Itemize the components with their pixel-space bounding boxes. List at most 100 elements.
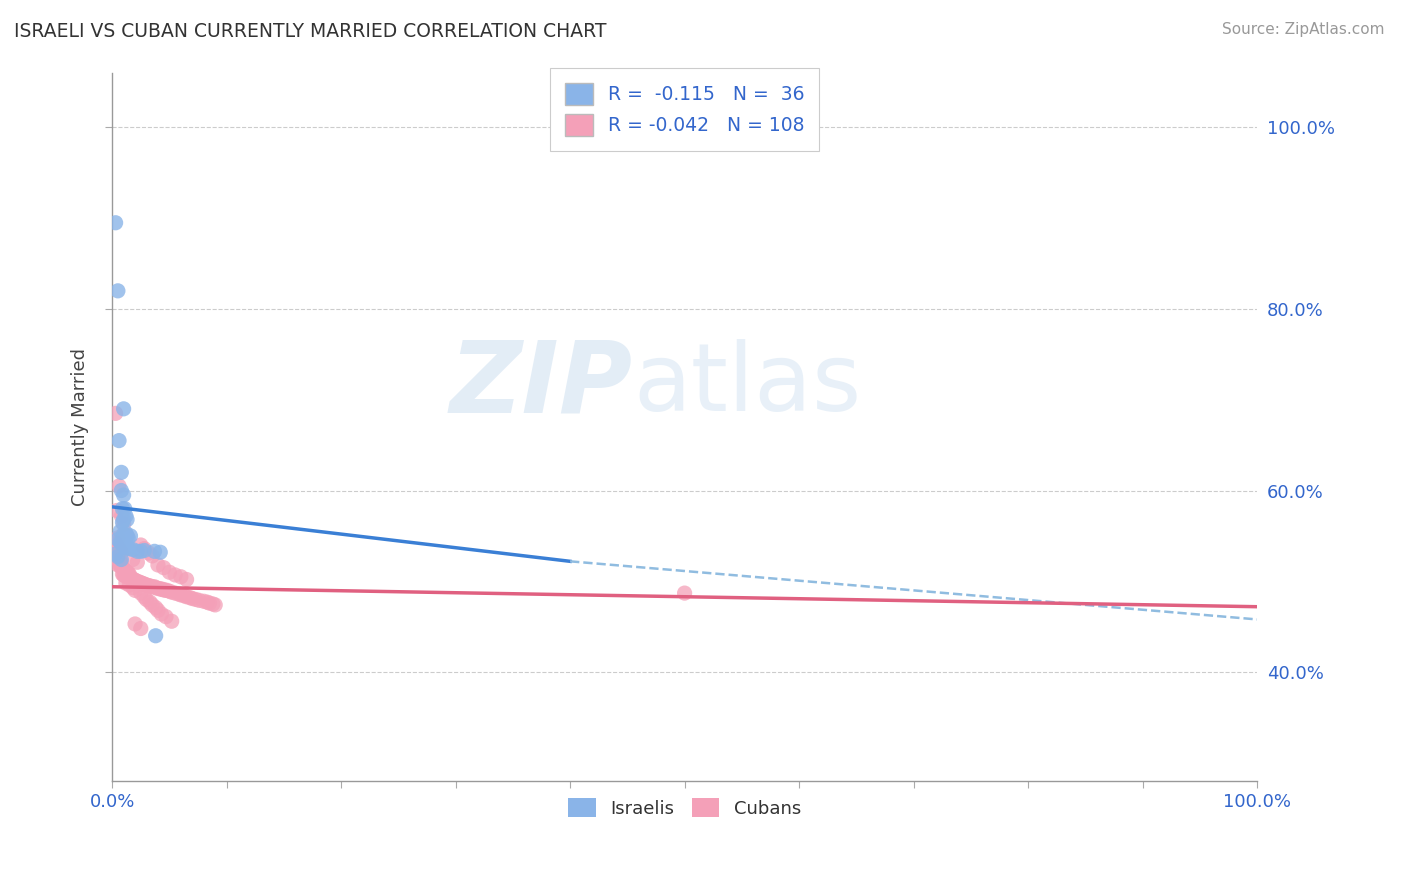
Point — [135, 578, 157, 592]
Point — [127, 555, 149, 569]
Point — [131, 576, 153, 591]
Point — [128, 575, 150, 590]
Point — [108, 558, 131, 573]
Point — [153, 583, 176, 598]
Point — [105, 550, 128, 565]
Point — [112, 568, 135, 582]
Point — [134, 578, 156, 592]
Point — [141, 580, 163, 594]
Point — [108, 554, 131, 568]
Point — [152, 582, 174, 597]
Point — [110, 466, 132, 480]
Point — [110, 556, 132, 570]
Point — [107, 547, 129, 561]
Point — [145, 600, 167, 615]
Point — [115, 576, 138, 591]
Point — [107, 549, 129, 564]
Point — [165, 568, 187, 582]
Point — [110, 508, 132, 523]
Point — [112, 517, 135, 532]
Point — [141, 598, 163, 612]
Point — [201, 597, 224, 611]
Point — [121, 572, 143, 586]
Point — [114, 563, 136, 577]
Point — [146, 558, 169, 572]
Point — [149, 582, 172, 596]
Point — [108, 554, 131, 568]
Point — [165, 586, 187, 600]
Point — [143, 544, 166, 558]
Point — [114, 563, 136, 577]
Point — [108, 434, 131, 448]
Point — [118, 578, 141, 592]
Point — [156, 583, 179, 598]
Point — [181, 591, 204, 606]
Point — [115, 570, 138, 584]
Point — [157, 566, 180, 580]
Point — [110, 552, 132, 566]
Point — [139, 595, 162, 609]
Point — [108, 543, 131, 558]
Point — [184, 592, 207, 607]
Point — [112, 562, 135, 576]
Point — [160, 614, 183, 628]
Legend: Israelis, Cubans: Israelis, Cubans — [561, 791, 808, 825]
Point — [117, 566, 139, 581]
Point — [135, 592, 157, 607]
Point — [108, 524, 131, 539]
Point — [108, 479, 131, 493]
Point — [127, 574, 149, 589]
Point — [118, 567, 141, 582]
Point — [115, 512, 138, 526]
Point — [111, 538, 134, 552]
Point — [134, 590, 156, 604]
Text: ISRAELI VS CUBAN CURRENTLY MARRIED CORRELATION CHART: ISRAELI VS CUBAN CURRENTLY MARRIED CORRE… — [14, 22, 606, 41]
Point — [120, 571, 142, 585]
Point — [132, 577, 155, 591]
Point — [110, 536, 132, 550]
Point — [104, 549, 127, 563]
Point — [111, 567, 134, 582]
Point — [146, 603, 169, 617]
Point — [115, 569, 138, 583]
Point — [120, 529, 142, 543]
Text: atlas: atlas — [633, 338, 862, 431]
Point — [167, 587, 190, 601]
Point — [143, 580, 166, 594]
Point — [193, 594, 215, 608]
Point — [114, 501, 136, 516]
Point — [117, 531, 139, 545]
Point — [139, 579, 162, 593]
Point — [170, 588, 193, 602]
Text: Source: ZipAtlas.com: Source: ZipAtlas.com — [1222, 22, 1385, 37]
Point — [118, 541, 141, 556]
Point — [129, 544, 152, 558]
Point — [122, 573, 145, 587]
Point — [110, 483, 132, 498]
Point — [112, 488, 135, 502]
Point — [129, 622, 152, 636]
Point — [104, 406, 127, 420]
Point — [141, 549, 163, 563]
Point — [138, 546, 160, 560]
Point — [176, 590, 198, 604]
Point — [112, 401, 135, 416]
Point — [188, 593, 211, 607]
Point — [107, 552, 129, 566]
Point — [129, 576, 152, 591]
Point — [112, 512, 135, 526]
Point — [149, 545, 172, 559]
Point — [115, 566, 138, 580]
Point — [104, 547, 127, 561]
Point — [198, 596, 221, 610]
Point — [150, 582, 173, 597]
Point — [110, 545, 132, 559]
Point — [115, 508, 138, 523]
Point — [107, 533, 129, 547]
Point — [111, 501, 134, 516]
Point — [114, 569, 136, 583]
Point — [108, 535, 131, 549]
Point — [673, 586, 696, 600]
Point — [107, 558, 129, 572]
Point — [179, 591, 201, 605]
